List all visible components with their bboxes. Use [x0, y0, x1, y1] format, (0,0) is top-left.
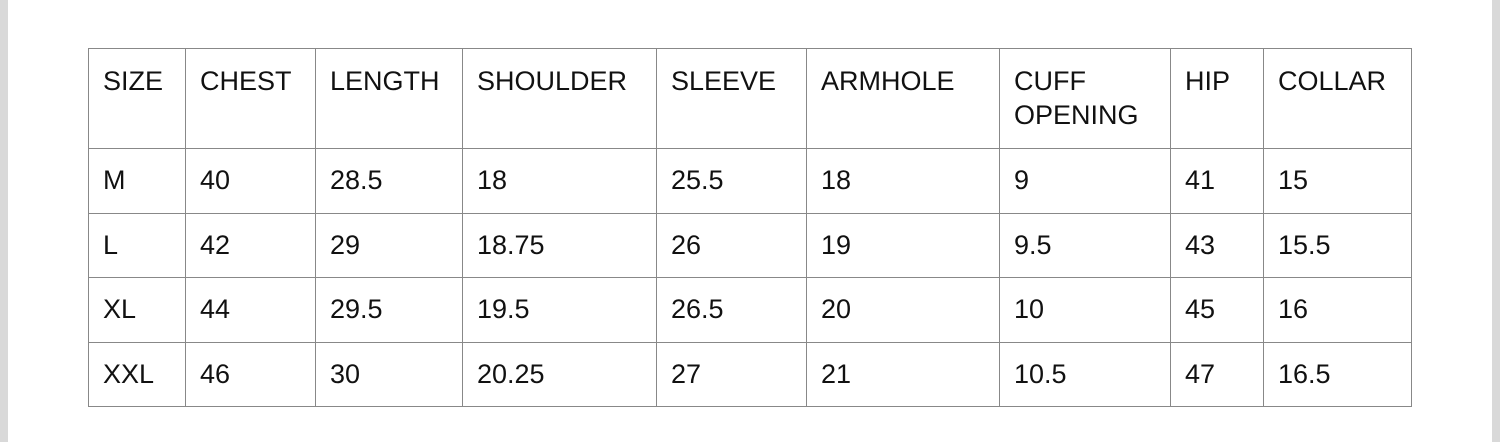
table-cell: 41 [1170, 148, 1264, 214]
table-cell: M [88, 148, 186, 214]
table-cell: 9 [999, 148, 1171, 214]
column-header: CHEST [185, 48, 316, 149]
table-cell: 40 [185, 148, 316, 214]
table-row: M 40 28.5 18 25.5 18 9 41 15 [88, 148, 1412, 214]
table-cell: 10.5 [999, 341, 1171, 407]
table-row: XXL 46 30 20.25 27 21 10.5 47 16.5 [88, 341, 1412, 407]
table-cell: 16.5 [1263, 341, 1412, 407]
table-cell: 19.5 [462, 277, 657, 343]
table-cell: 43 [1170, 212, 1264, 278]
size-chart-table: SIZE CHEST LENGTH SHOULDER SLEEVE ARMHOLE CUFF… [88, 48, 1412, 407]
table-cell: 45 [1170, 277, 1264, 343]
table-cell: 26 [656, 212, 807, 278]
table-cell: XXL [88, 341, 186, 407]
table-cell: 20 [806, 277, 1000, 343]
table-cell: 18.75 [462, 212, 657, 278]
column-header: CUFF OPENING [999, 48, 1171, 149]
column-header: SLEEVE [656, 48, 807, 149]
column-header: ARMHOLE [806, 48, 1000, 149]
column-header: SHOULDER [462, 48, 657, 149]
column-header: COLLAR [1263, 48, 1412, 149]
table-cell: 29 [315, 212, 463, 278]
table-cell: 46 [185, 341, 316, 407]
table-cell: 25.5 [656, 148, 807, 214]
table-cell: 18 [806, 148, 1000, 214]
table-cell: 9.5 [999, 212, 1171, 278]
table-cell: 21 [806, 341, 1000, 407]
table-cell: 18 [462, 148, 657, 214]
header-row: SIZE CHEST LENGTH SHOULDER SLEEVE ARMHOLE CUFF… [88, 48, 1412, 149]
table-cell: 44 [185, 277, 316, 343]
table-cell: 10 [999, 277, 1171, 343]
table-cell: 42 [185, 212, 316, 278]
column-header: HIP [1170, 48, 1264, 149]
table-cell: 15 [1263, 148, 1412, 214]
table-cell: 16 [1263, 277, 1412, 343]
table-cell: 26.5 [656, 277, 807, 343]
right-edge [1492, 0, 1500, 442]
table-cell: 28.5 [315, 148, 463, 214]
table-cell: 20.25 [462, 341, 657, 407]
table-cell: 19 [806, 212, 1000, 278]
table-row: XL 44 29.5 19.5 26.5 20 10 45 16 [88, 277, 1412, 343]
table-cell: L [88, 212, 186, 278]
table-cell: 47 [1170, 341, 1264, 407]
table-cell: 30 [315, 341, 463, 407]
table-row: L 42 29 18.75 26 19 9.5 43 15.5 [88, 212, 1412, 278]
column-header: LENGTH [315, 48, 463, 149]
left-edge [0, 0, 8, 442]
table-cell: XL [88, 277, 186, 343]
table-cell: 29.5 [315, 277, 463, 343]
table-cell: 15.5 [1263, 212, 1412, 278]
table-cell: 27 [656, 341, 807, 407]
column-header: SIZE [88, 48, 186, 149]
